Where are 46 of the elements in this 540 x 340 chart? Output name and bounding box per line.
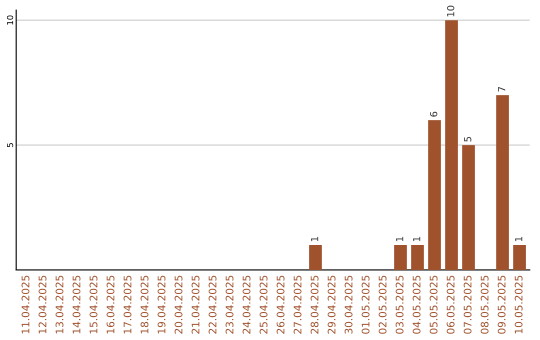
x-tick-label: 03.05.2025 xyxy=(396,276,404,334)
x-tick-label: 09.05.2025 xyxy=(498,276,506,334)
bar xyxy=(462,145,475,270)
bar xyxy=(428,120,441,270)
x-tick-label: 26.04.2025 xyxy=(276,276,284,334)
x-tick-label: 18.04.2025 xyxy=(140,276,148,334)
bar xyxy=(394,244,407,270)
x-tick-label: 07.05.2025 xyxy=(464,276,472,334)
x-tick-label: 05.05.2025 xyxy=(430,276,438,334)
bar xyxy=(496,95,509,270)
x-tick-label: 24.04.2025 xyxy=(242,276,250,334)
x-tick-label: 02.05.2025 xyxy=(378,276,387,334)
x-tick-label: 15.04.2025 xyxy=(90,276,98,334)
x-tick-label: 21.04.2025 xyxy=(192,276,200,334)
x-tick-label: 04.05.2025 xyxy=(412,276,421,334)
x-tick-label: 08.05.2025 xyxy=(480,276,489,334)
data-label: 5 xyxy=(464,136,472,142)
data-label: 10 xyxy=(446,6,454,16)
x-tick-label: 10.05.2025 xyxy=(514,276,523,334)
bar xyxy=(513,244,526,270)
data-label: 1 xyxy=(515,236,522,242)
x-tick-label: 19.04.2025 xyxy=(158,276,166,334)
x-tick-label: 16.04.2025 xyxy=(106,276,114,334)
x-tick-label: 14.04.2025 xyxy=(72,276,80,334)
x-tick-label: 25.04.2025 xyxy=(260,276,268,334)
x-tick-label: 29.04.2025 xyxy=(328,276,336,334)
bar xyxy=(445,20,458,270)
x-tick-label: 23.04.2025 xyxy=(226,276,234,334)
x-tick-label: 28.04.2025 xyxy=(310,276,319,334)
x-tick-label: 13.04.2025 xyxy=(56,276,64,334)
bar xyxy=(309,244,322,270)
bar xyxy=(411,244,424,270)
x-tick-label: 12.04.2025 xyxy=(38,276,46,334)
x-tick-label: 27.04.2025 xyxy=(294,276,302,334)
x-tick-label: 17.04.2025 xyxy=(124,276,132,334)
x-tick-label: 01.05.2025 xyxy=(362,276,370,334)
data-label: 6 xyxy=(430,112,438,117)
x-tick-label: 30.04.2025 xyxy=(344,276,353,334)
x-tick-label: 06.05.2025 xyxy=(446,276,455,334)
data-label: 7 xyxy=(498,86,506,92)
data-label: 1 xyxy=(413,236,420,242)
x-tick-label: 20.04.2025 xyxy=(174,276,182,334)
x-tick-label: 11.04.2025 xyxy=(22,276,30,334)
x-tick-label: 22.04.2025 xyxy=(208,276,216,334)
data-label: 1 xyxy=(311,236,318,242)
data-label: 1 xyxy=(396,236,404,242)
